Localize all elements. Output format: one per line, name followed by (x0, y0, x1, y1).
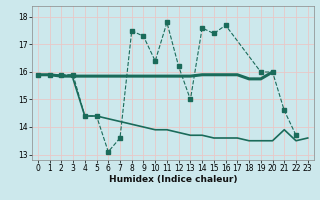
X-axis label: Humidex (Indice chaleur): Humidex (Indice chaleur) (108, 175, 237, 184)
